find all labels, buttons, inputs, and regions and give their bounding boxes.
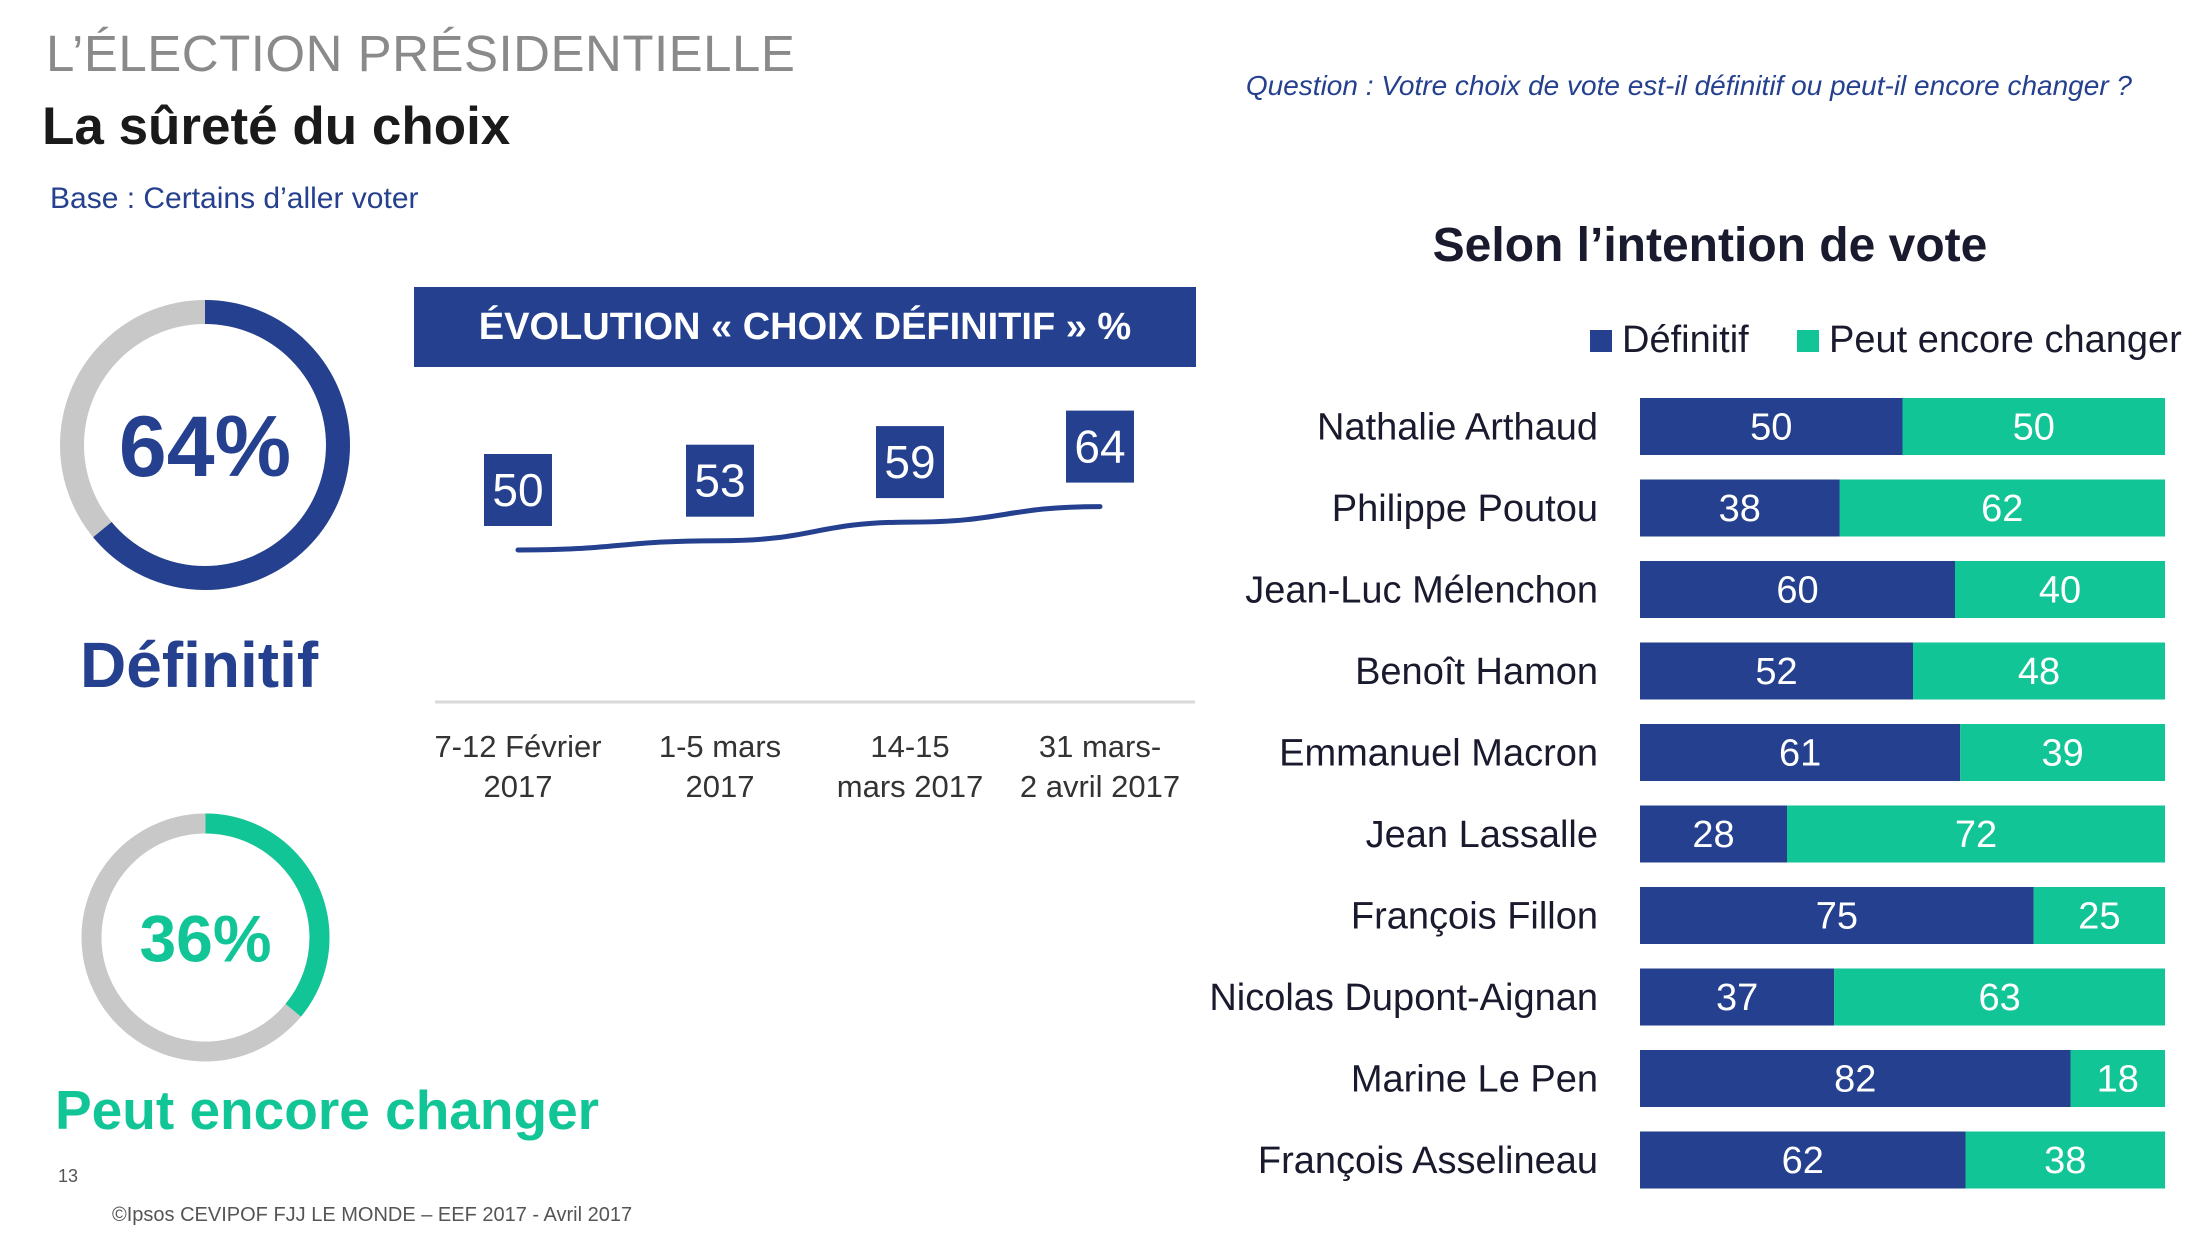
evolution-point-box bbox=[484, 454, 552, 526]
bar-value-definitif: 28 bbox=[1692, 814, 1734, 856]
bar-row-label: Benoît Hamon bbox=[1355, 651, 1598, 693]
legend-label-definitif: Définitif bbox=[1622, 319, 1749, 361]
question-text: Question : Votre choix de vote est-il dé… bbox=[1245, 70, 2132, 101]
donut-peut-changer: 36% bbox=[81, 813, 330, 1062]
bar-segment-peut-changer bbox=[2070, 1050, 2165, 1107]
bar-row-label: Nathalie Arthaud bbox=[1317, 407, 1598, 449]
bar-segment-definitif bbox=[1640, 724, 1961, 781]
bar-value-peut-changer: 48 bbox=[2018, 651, 2060, 693]
donut-definitif: 64% bbox=[60, 300, 350, 590]
bar-row-label: Nicolas Dupont-Aignan bbox=[1209, 977, 1598, 1019]
evolution-point-value: 59 bbox=[884, 436, 935, 488]
bar-chart-title: Selon l’intention de vote bbox=[1432, 219, 1988, 272]
bar-row-label: Emmanuel Macron bbox=[1279, 733, 1598, 775]
bar-row-label: François Fillon bbox=[1351, 896, 1598, 938]
bar-segment-definitif bbox=[1640, 1050, 2071, 1107]
bar-row-label: Marine Le Pen bbox=[1351, 1059, 1598, 1101]
evolution-point-value: 64 bbox=[1074, 421, 1125, 473]
bar-value-definitif: 37 bbox=[1716, 977, 1758, 1019]
bar-row-label: François Asselineau bbox=[1258, 1140, 1598, 1182]
donut-peut-changer-label: Peut encore changer bbox=[55, 1079, 600, 1141]
evolution-point-box bbox=[686, 444, 754, 517]
evolution-tick-label: 2017 bbox=[484, 769, 553, 804]
vote-intention-bar-chart: Définitif Peut encore changer Nathalie Art… bbox=[1209, 319, 2182, 1189]
bar-segment-definitif bbox=[1640, 642, 1913, 700]
evolution-tick-label: 31 mars- bbox=[1039, 729, 1161, 764]
evolution-tick-label: 2017 bbox=[686, 769, 755, 804]
bar-segment-definitif bbox=[1640, 398, 1903, 455]
bar-value-peut-changer: 63 bbox=[1978, 977, 2020, 1019]
bar-value-peut-changer: 50 bbox=[2013, 407, 2055, 449]
donut-definitif-label: Définitif bbox=[80, 629, 319, 701]
evolution-point-box bbox=[1066, 410, 1134, 483]
evolution-tick-label: 2 avril 2017 bbox=[1020, 769, 1180, 804]
bar-value-definitif: 50 bbox=[1750, 407, 1792, 449]
bar-value-peut-changer: 25 bbox=[2078, 896, 2120, 938]
bar-value-peut-changer: 40 bbox=[2039, 570, 2081, 612]
base-note: Base : Certains d’aller voter bbox=[50, 182, 419, 215]
donut-peut-changer-arc bbox=[81, 813, 330, 1062]
bar-segment-definitif bbox=[1640, 968, 1835, 1026]
bar-segment-definitif bbox=[1640, 887, 2034, 944]
bar-segment-peut-changer bbox=[1787, 805, 2165, 863]
bar-value-definitif: 52 bbox=[1755, 651, 1797, 693]
bar-value-definitif: 62 bbox=[1782, 1140, 1824, 1182]
bar-value-peut-changer: 72 bbox=[1955, 814, 1997, 856]
bar-segment-definitif bbox=[1640, 479, 1840, 537]
bar-segment-peut-changer bbox=[1834, 968, 2165, 1026]
evolution-point-value: 53 bbox=[694, 455, 745, 507]
bar-segment-peut-changer bbox=[1902, 398, 2165, 455]
page-title: La sûreté du choix bbox=[42, 97, 511, 156]
donut-definitif-value: 64% bbox=[119, 399, 291, 495]
bar-segment-peut-changer bbox=[1955, 561, 2165, 618]
bar-segment-definitif bbox=[1640, 1131, 1966, 1189]
bar-row-label: Jean Lassalle bbox=[1366, 814, 1598, 856]
page-number: 13 bbox=[58, 1166, 79, 1186]
bar-row-label: Jean-Luc Mélenchon bbox=[1245, 570, 1598, 612]
bar-segment-peut-changer bbox=[1839, 479, 2165, 537]
bar-segment-peut-changer bbox=[1960, 724, 2165, 781]
bar-segment-definitif bbox=[1640, 561, 1955, 618]
evolution-tick-label: mars 2017 bbox=[837, 769, 983, 804]
section-label: L’ÉLECTION PRÉSIDENTIELLE bbox=[46, 25, 796, 82]
bar-segment-peut-changer bbox=[1965, 1131, 2165, 1189]
legend-swatch-definitif bbox=[1590, 330, 1612, 352]
bar-value-definitif: 60 bbox=[1776, 570, 1818, 612]
bar-row-label: Philippe Poutou bbox=[1332, 488, 1598, 530]
bar-segment-peut-changer bbox=[1913, 642, 2165, 700]
bar-value-definitif: 61 bbox=[1779, 733, 1821, 775]
bar-value-definitif: 75 bbox=[1816, 896, 1858, 938]
bar-value-peut-changer: 38 bbox=[2044, 1140, 2086, 1182]
bar-value-definitif: 82 bbox=[1834, 1059, 1876, 1101]
bar-value-peut-changer: 62 bbox=[1981, 488, 2023, 530]
donut-definitif-arc bbox=[60, 300, 350, 590]
source-footer: ©Ipsos CEVIPOF FJJ LE MONDE – EEF 2017 -… bbox=[112, 1204, 633, 1226]
evolution-point-box bbox=[876, 426, 944, 499]
bar-value-definitif: 38 bbox=[1719, 488, 1761, 530]
evolution-chart-title: ÉVOLUTION « CHOIX DÉFINITIF » % bbox=[414, 287, 1196, 367]
bar-segment-definitif bbox=[1640, 805, 1787, 863]
evolution-tick-label: 14-15 bbox=[870, 729, 949, 764]
donut-peut-changer-value: 36% bbox=[139, 901, 271, 975]
evolution-tick-label: 1-5 mars bbox=[659, 729, 781, 764]
evolution-line bbox=[515, 504, 1103, 553]
bar-value-peut-changer: 18 bbox=[2097, 1059, 2139, 1101]
bar-segment-peut-changer bbox=[2033, 887, 2165, 944]
evolution-tick-label: 7-12 Février bbox=[434, 729, 601, 764]
bar-value-peut-changer: 39 bbox=[2041, 733, 2083, 775]
legend-swatch-peut-changer bbox=[1797, 330, 1819, 352]
evolution-point-value: 50 bbox=[492, 464, 543, 516]
evolution-line-chart: 50 53 59 64 7-12 Février 2017 1-5 mars 2017 14-1… bbox=[434, 410, 1195, 804]
legend-label-peut-changer: Peut encore changer bbox=[1829, 319, 2182, 361]
